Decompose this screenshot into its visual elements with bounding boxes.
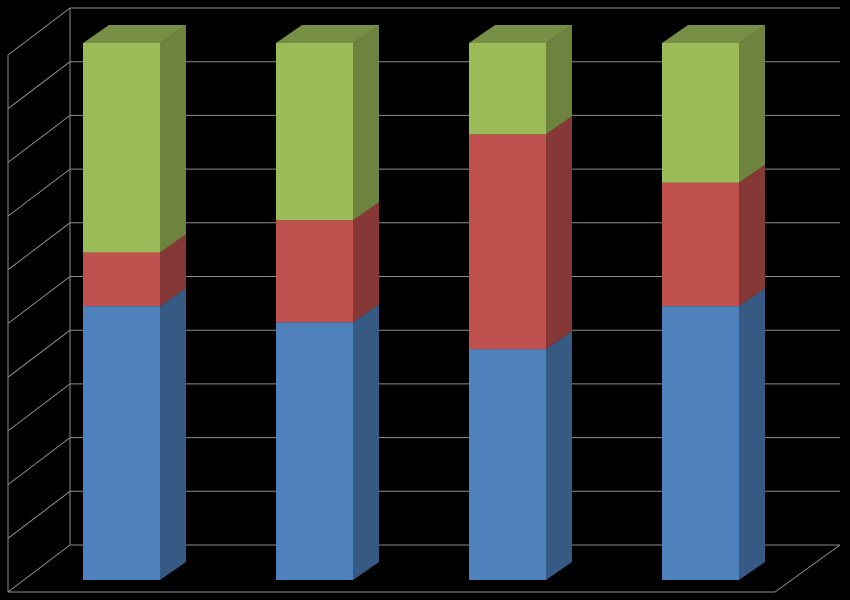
bar-front [83, 43, 160, 253]
bar-side [353, 202, 379, 323]
bar-front [83, 306, 160, 580]
bar-top [662, 25, 765, 43]
bar-front [276, 220, 353, 323]
grid-line [7, 7, 71, 56]
bar-side [739, 288, 765, 580]
grid-line [7, 222, 71, 271]
grid-line [7, 329, 71, 378]
bar-side [739, 25, 765, 183]
floor-edge [774, 544, 841, 593]
bar-front [662, 182, 739, 307]
bar-side [546, 331, 572, 580]
bar-front [662, 306, 739, 580]
bar-front [276, 322, 353, 580]
grid-line [7, 437, 71, 485]
bar-side [160, 288, 186, 580]
bar-front [469, 43, 546, 135]
bar-front [662, 43, 739, 183]
bar-side [353, 25, 379, 221]
bar-top [83, 25, 186, 43]
bar-side [160, 234, 186, 307]
bar-top [276, 25, 379, 43]
grid-line [7, 544, 71, 593]
grid-line [7, 383, 71, 432]
bar-front [276, 43, 353, 221]
grid-line [7, 61, 71, 110]
bar-side [353, 304, 379, 580]
grid-line [7, 490, 71, 539]
bar-top [469, 25, 572, 43]
grid-line [7, 276, 71, 324]
bar-side [546, 116, 572, 350]
bar-front [469, 349, 546, 580]
grid-line [7, 168, 71, 217]
bar-side [160, 25, 186, 253]
grid-line [7, 115, 71, 163]
bar-front [83, 252, 160, 307]
bar-front [469, 134, 546, 350]
bar-side [546, 25, 572, 135]
bar-side [739, 164, 765, 307]
